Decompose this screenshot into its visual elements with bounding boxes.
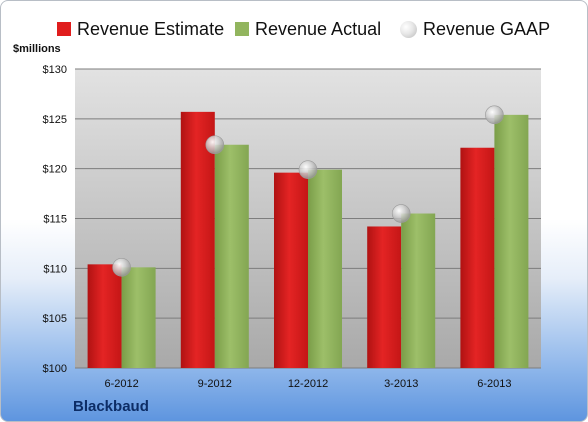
legend-item-actual: Revenue Actual — [235, 17, 381, 41]
legend-item-gaap: Revenue GAAP — [400, 17, 550, 41]
bar-revenue-actual — [308, 169, 342, 368]
x-tick-label: 9-2012 — [198, 378, 232, 390]
y-tick-label: $130 — [43, 64, 67, 76]
legend: Revenue Estimate Revenue Actual Revenue … — [1, 17, 587, 41]
bar-revenue-estimate — [180, 111, 215, 369]
legend-item-estimate: Revenue Estimate — [57, 17, 224, 41]
legend-label-actual: Revenue Actual — [255, 18, 382, 39]
y-tick-label: $125 — [43, 114, 67, 126]
y-tick-label: $100 — [43, 363, 67, 375]
bar-revenue-actual — [401, 213, 436, 368]
legend-swatch-actual — [235, 22, 249, 36]
marker-revenue-gaap — [391, 204, 411, 223]
marker-revenue-gaap — [205, 135, 225, 155]
y-tick-label: $120 — [43, 164, 67, 176]
x-tick-label: 3-2013 — [384, 378, 418, 390]
marker-revenue-gaap — [112, 258, 131, 277]
bar-revenue-actual — [214, 144, 249, 368]
y-tick-label: $115 — [43, 214, 67, 226]
legend-label-estimate: Revenue Estimate — [77, 18, 225, 39]
x-tick-label: 6-2013 — [477, 378, 511, 390]
bar-revenue-actual — [494, 114, 529, 368]
bar-revenue-estimate — [367, 226, 402, 368]
y-tick-label: $105 — [43, 313, 67, 325]
marker-revenue-gaap — [298, 160, 318, 179]
legend-swatch-gaap — [400, 20, 417, 38]
x-tick-label: 12-2012 — [288, 378, 328, 390]
bar-revenue-estimate — [274, 172, 308, 368]
legend-swatch-estimate — [57, 22, 71, 36]
x-tick-label: 6-2012 — [104, 378, 138, 390]
legend-label-gaap: Revenue GAAP — [423, 18, 551, 39]
bar-revenue-actual — [121, 267, 156, 368]
marker-revenue-gaap — [485, 105, 504, 125]
bar-revenue-estimate — [460, 147, 495, 368]
company-label: Blackbaud — [73, 398, 149, 415]
y-units-label: $millions — [13, 43, 61, 55]
bar-revenue-estimate — [87, 264, 122, 368]
y-tick-label: $110 — [43, 263, 67, 275]
